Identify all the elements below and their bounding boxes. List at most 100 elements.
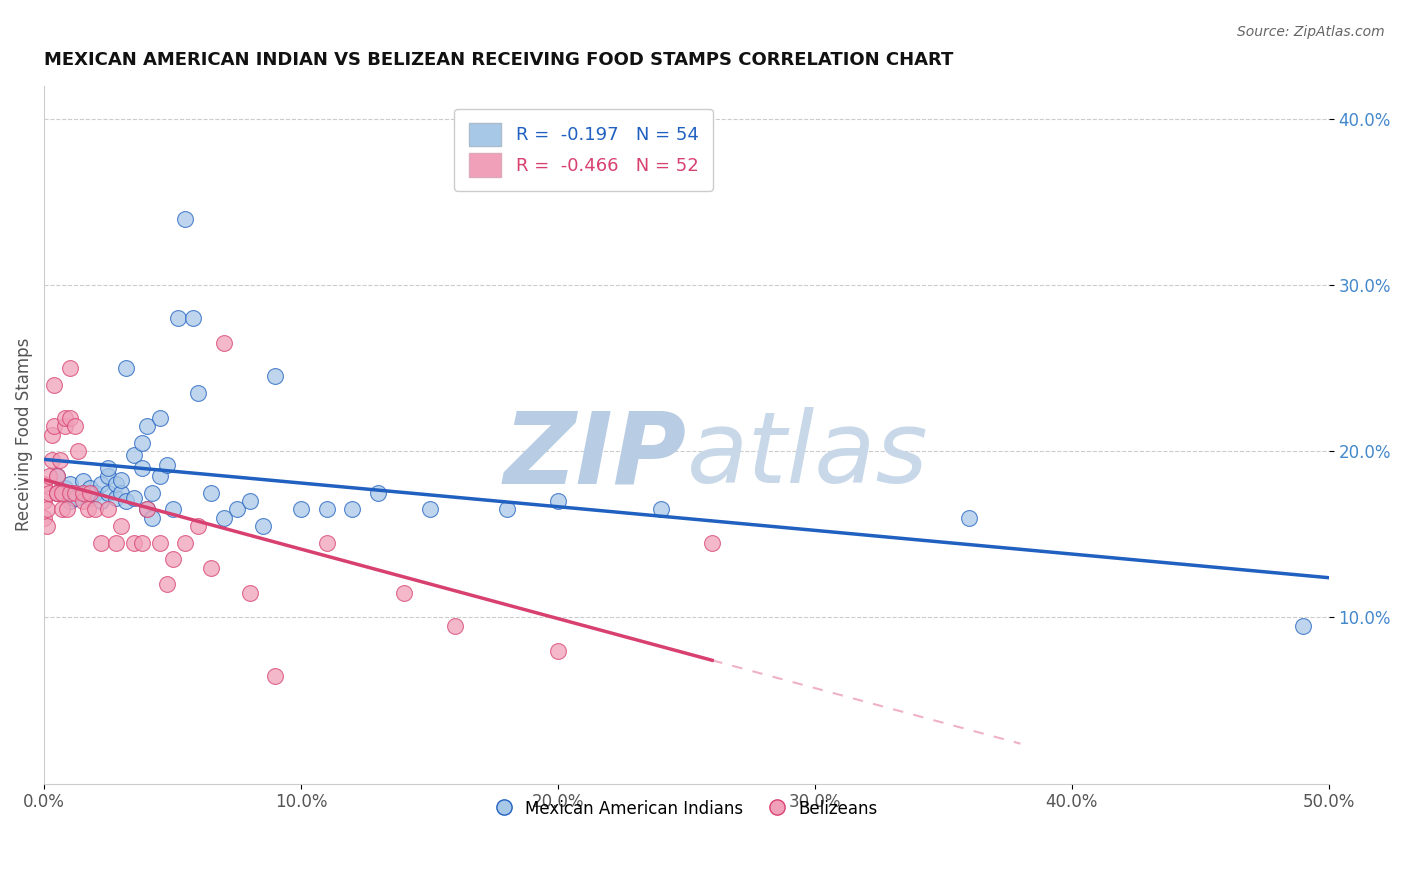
- Point: [90, 477, 112, 491]
- Point: [46, 469, 69, 483]
- Point: [264, 369, 287, 384]
- Point: [181, 311, 204, 326]
- Point: [650, 502, 672, 516]
- Point: [79, 481, 101, 495]
- Point: [53, 419, 76, 434]
- Point: [56, 502, 79, 516]
- Point: [122, 448, 145, 462]
- Point: [66, 444, 89, 458]
- Point: [239, 494, 262, 508]
- Point: [53, 411, 76, 425]
- Text: Source: ZipAtlas.com: Source: ZipAtlas.com: [1237, 25, 1385, 39]
- Point: [110, 485, 132, 500]
- Point: [162, 502, 184, 516]
- Point: [131, 535, 153, 549]
- Point: [156, 577, 179, 591]
- Point: [135, 419, 157, 434]
- Point: [225, 502, 247, 516]
- Point: [63, 491, 86, 505]
- Point: [72, 485, 94, 500]
- Point: [41, 427, 63, 442]
- Text: atlas: atlas: [686, 407, 928, 504]
- Point: [46, 485, 69, 500]
- Point: [97, 502, 120, 516]
- Point: [46, 469, 69, 483]
- Point: [174, 535, 197, 549]
- Point: [59, 477, 82, 491]
- Point: [1292, 619, 1315, 633]
- Point: [63, 485, 86, 500]
- Point: [418, 502, 440, 516]
- Point: [90, 535, 112, 549]
- Point: [44, 377, 66, 392]
- Point: [110, 519, 132, 533]
- Point: [115, 361, 138, 376]
- Point: [547, 644, 569, 658]
- Point: [290, 502, 312, 516]
- Point: [342, 502, 364, 516]
- Point: [264, 668, 287, 682]
- Point: [212, 510, 235, 524]
- Point: [105, 491, 128, 505]
- Point: [51, 502, 73, 516]
- Point: [32, 510, 55, 524]
- Point: [367, 485, 389, 500]
- Point: [141, 485, 163, 500]
- Text: ZIP: ZIP: [503, 407, 686, 504]
- Point: [35, 502, 58, 516]
- Point: [105, 477, 128, 491]
- Point: [162, 552, 184, 566]
- Point: [97, 485, 120, 500]
- Point: [149, 411, 172, 425]
- Point: [444, 619, 467, 633]
- Point: [79, 485, 101, 500]
- Point: [97, 461, 120, 475]
- Point: [35, 519, 58, 533]
- Point: [957, 510, 980, 524]
- Point: [105, 535, 128, 549]
- Point: [166, 311, 188, 326]
- Point: [32, 494, 55, 508]
- Point: [44, 419, 66, 434]
- Point: [392, 585, 415, 599]
- Point: [46, 485, 69, 500]
- Point: [239, 585, 262, 599]
- Point: [141, 510, 163, 524]
- Point: [315, 535, 337, 549]
- Point: [41, 452, 63, 467]
- Point: [38, 485, 60, 500]
- Point: [315, 502, 337, 516]
- Point: [84, 502, 107, 516]
- Point: [48, 452, 70, 467]
- Point: [46, 485, 69, 500]
- Legend: Mexican American Indians, Belizeans: Mexican American Indians, Belizeans: [489, 793, 884, 824]
- Point: [149, 469, 172, 483]
- Y-axis label: Receiving Food Stamps: Receiving Food Stamps: [15, 338, 32, 532]
- Point: [156, 458, 179, 472]
- Point: [149, 535, 172, 549]
- Text: MEXICAN AMERICAN INDIAN VS BELIZEAN RECEIVING FOOD STAMPS CORRELATION CHART: MEXICAN AMERICAN INDIAN VS BELIZEAN RECE…: [44, 51, 953, 69]
- Point: [135, 502, 157, 516]
- Point: [79, 491, 101, 505]
- Point: [131, 436, 153, 450]
- Point: [200, 485, 222, 500]
- Point: [76, 502, 98, 516]
- Point: [135, 502, 157, 516]
- Point: [72, 485, 94, 500]
- Point: [115, 494, 138, 508]
- Point: [72, 494, 94, 508]
- Point: [63, 419, 86, 434]
- Point: [252, 519, 274, 533]
- Point: [700, 535, 723, 549]
- Point: [122, 535, 145, 549]
- Point: [59, 494, 82, 508]
- Point: [200, 560, 222, 574]
- Point: [84, 485, 107, 500]
- Point: [97, 469, 120, 483]
- Point: [38, 469, 60, 483]
- Point: [59, 485, 82, 500]
- Point: [59, 411, 82, 425]
- Point: [59, 361, 82, 376]
- Point: [495, 502, 517, 516]
- Point: [51, 485, 73, 500]
